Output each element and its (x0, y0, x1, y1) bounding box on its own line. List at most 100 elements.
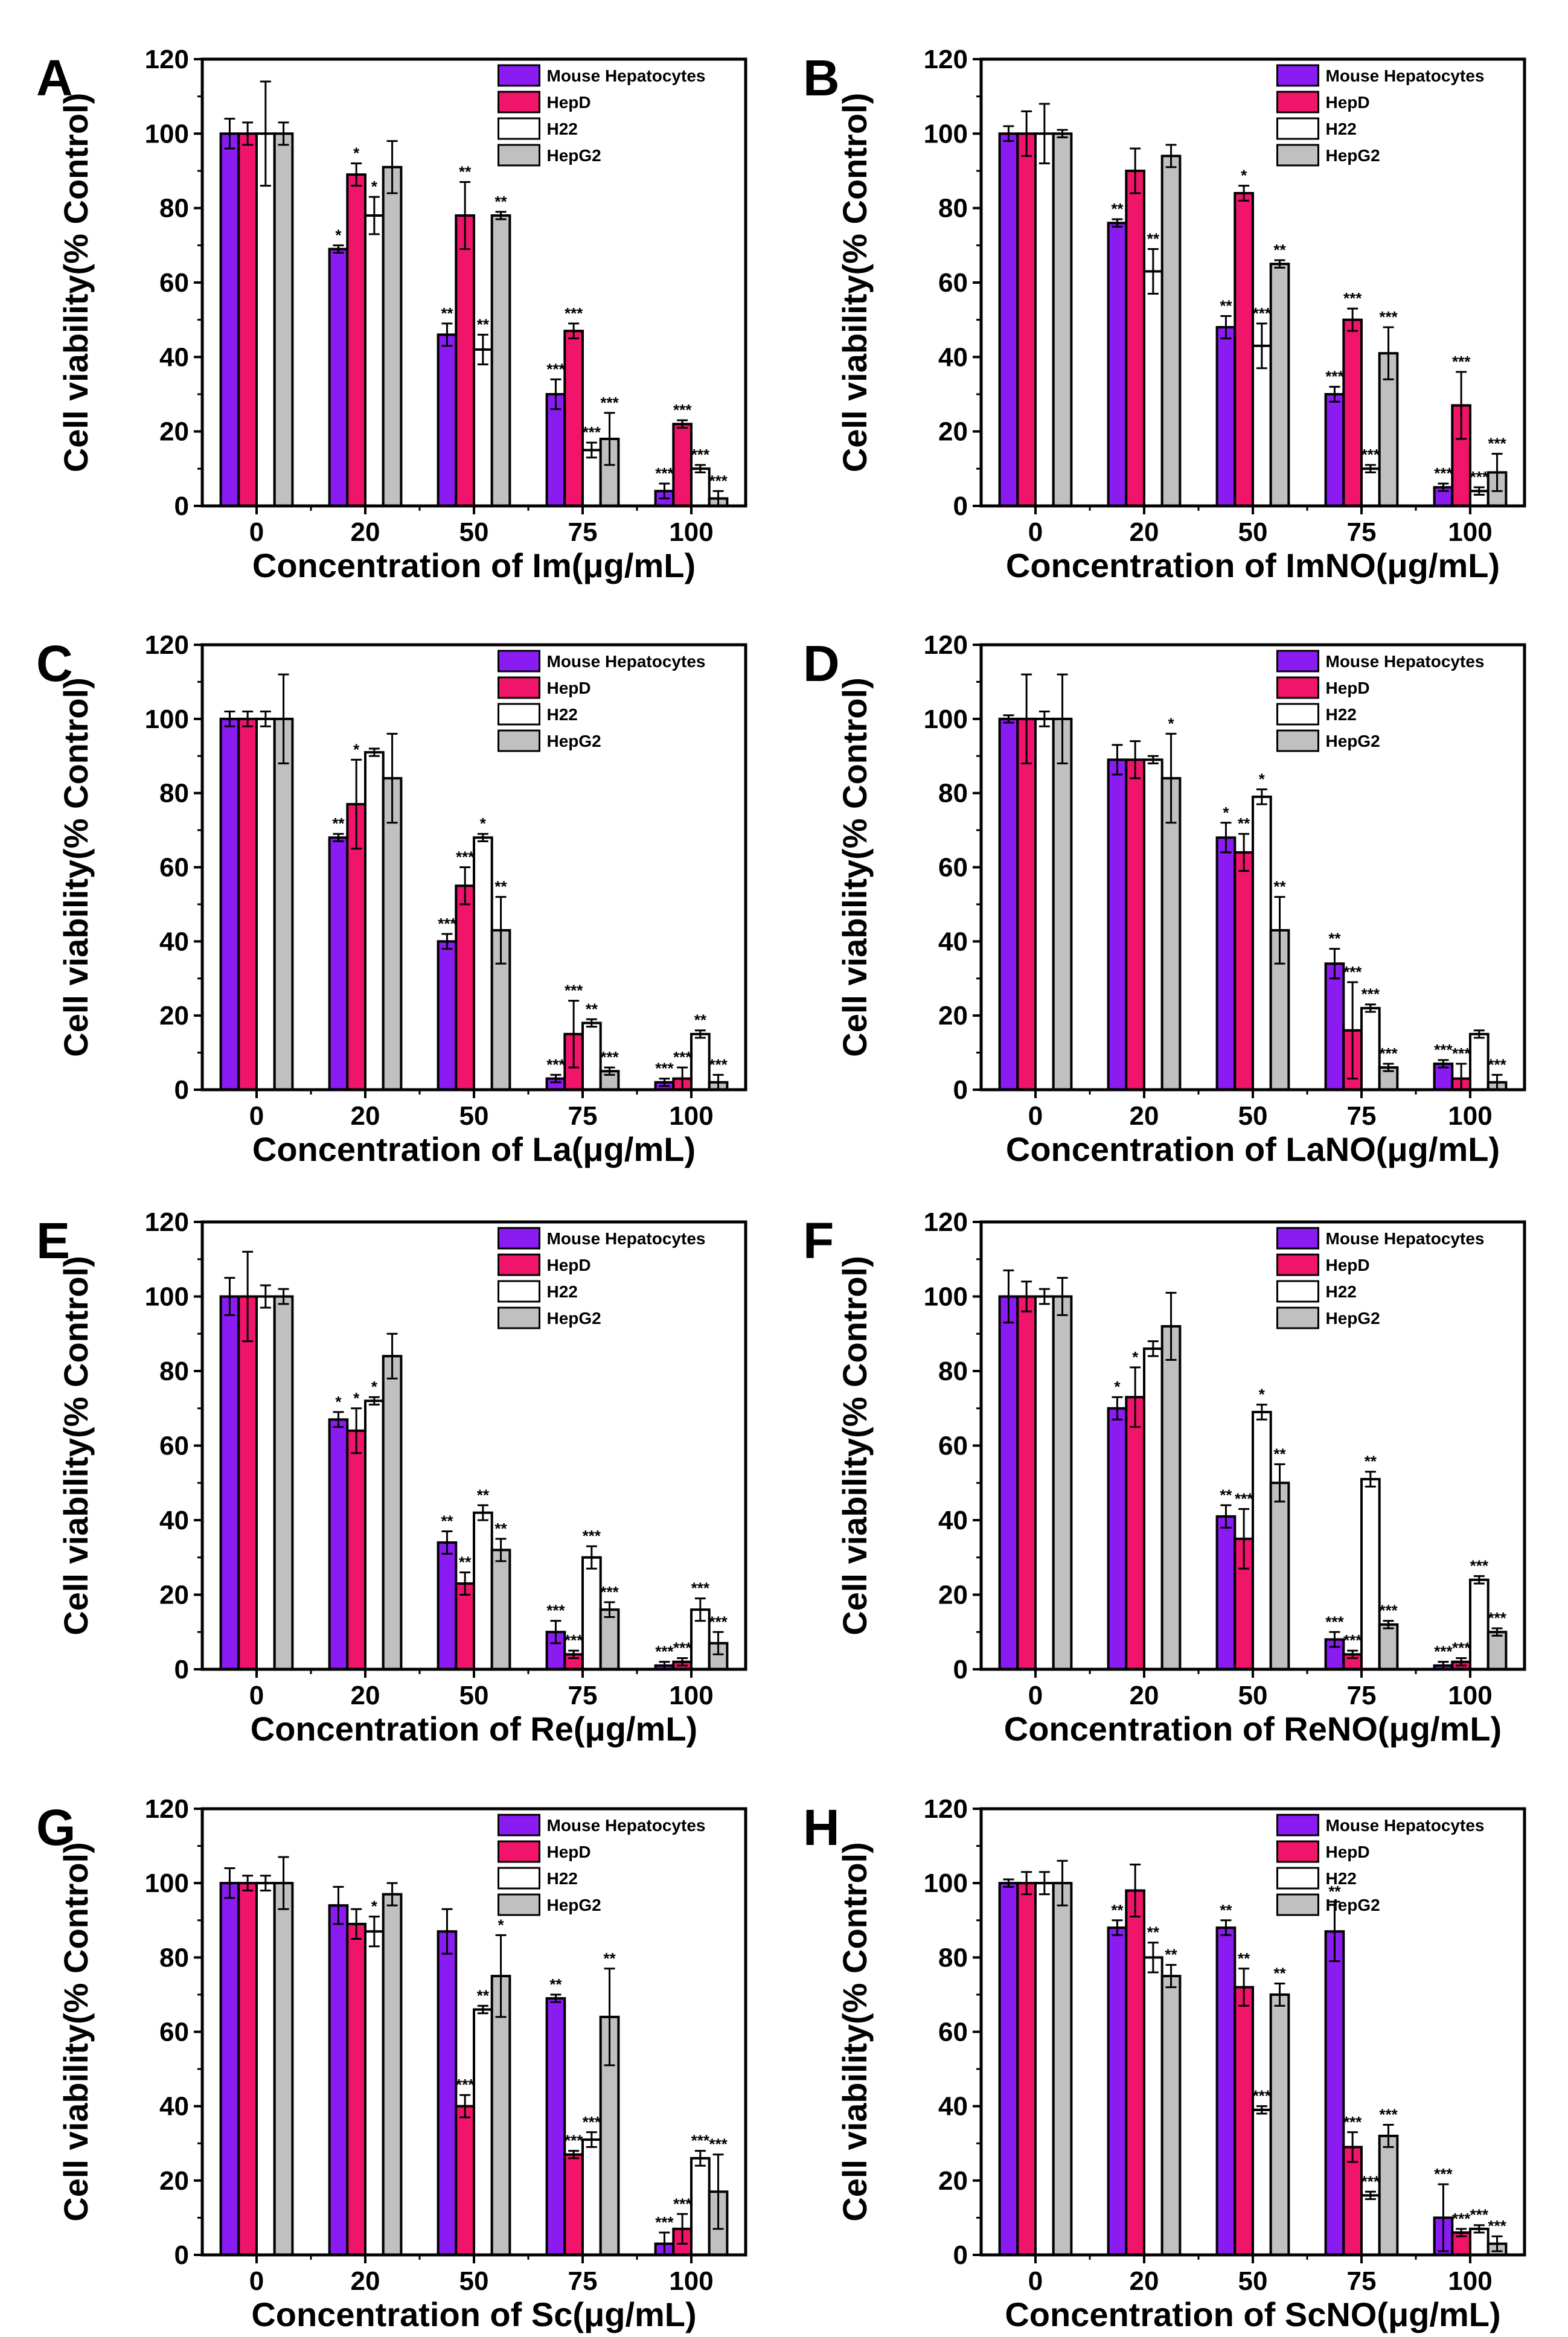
y-axis-title: Cell viability(% Control) (57, 1842, 95, 2222)
significance-label: *** (1343, 289, 1362, 307)
y-tick-label: 40 (159, 342, 189, 372)
series-hepd: ******** (1016, 673, 1472, 1092)
legend-swatch (1276, 91, 1319, 113)
significance-label: *** (1434, 464, 1453, 482)
x-tick-label: 20 (351, 1681, 380, 1710)
significance-label: *** (1488, 435, 1506, 453)
significance-label: *** (600, 1048, 619, 1066)
bar (690, 2156, 711, 2256)
significance-label: *** (1488, 1055, 1506, 1073)
significance-label: * (353, 144, 360, 162)
chart-panel-g: G*****************************0204060801… (36, 1794, 747, 2333)
legend-swatch (498, 144, 540, 167)
y-tick-label: 0 (953, 2240, 968, 2270)
legend-label: HepD (1326, 93, 1370, 112)
legend-swatch (1276, 676, 1319, 699)
significance-label: ** (459, 1553, 472, 1571)
significance-label: ** (459, 163, 472, 181)
bar (237, 132, 258, 508)
bar (1252, 2108, 1272, 2256)
bar (437, 1930, 458, 2257)
chart-panel-f: F**************** ************** ***020406… (803, 1207, 1526, 1748)
bar (1215, 1515, 1237, 1670)
y-tick-label: 80 (159, 194, 189, 223)
significance-label: *** (673, 401, 692, 419)
series-hepg2: ******** (1052, 1277, 1508, 1670)
y-tick-label: 60 (938, 268, 968, 298)
significance-label: *** (1488, 1609, 1506, 1627)
legend-label: H22 (1326, 1282, 1357, 1301)
legend-label: Mouse Hepatocytes (547, 652, 706, 671)
bar (1215, 326, 1237, 507)
significance-label: *** (565, 2132, 583, 2150)
series-hepd: ********* (237, 1875, 693, 2257)
y-tick-label: 40 (938, 927, 968, 956)
bar (1324, 393, 1345, 507)
significance-label: * (1259, 770, 1266, 788)
bar (490, 1549, 511, 1670)
bar (237, 717, 258, 1092)
y-tick-label: 100 (924, 119, 968, 149)
bar (1360, 467, 1381, 507)
legend-swatch (1276, 1227, 1319, 1250)
significance-label: ** (441, 304, 453, 322)
legend-label: HepG2 (1326, 732, 1380, 750)
significance-label: *** (565, 1631, 583, 1649)
x-tick-label: 50 (1238, 2266, 1268, 2296)
x-tick-label: 50 (1238, 517, 1268, 547)
bar (690, 467, 711, 507)
significance-label: ** (1273, 878, 1286, 896)
y-tick-label: 120 (145, 1794, 189, 1824)
y-tick-label: 20 (159, 1001, 189, 1031)
x-axis-title: Concentration of Re(μg/mL) (251, 1710, 697, 1748)
legend-swatch (498, 1253, 540, 1276)
legend-label: H22 (547, 1282, 578, 1301)
bar (1143, 270, 1163, 507)
bar (328, 836, 349, 1092)
significance-label: *** (1343, 1631, 1362, 1649)
x-tick-label: 100 (669, 1101, 713, 1131)
significance-label: *** (600, 394, 619, 412)
x-tick-label: 100 (669, 2266, 713, 2296)
bar (346, 1429, 366, 1671)
legend-label: H22 (547, 705, 578, 724)
bar (219, 717, 240, 1092)
legend-swatch (498, 91, 540, 113)
bar (581, 1021, 602, 1091)
legend: Mouse Hepatocytes HepD H22 HepG2 (498, 1227, 705, 1329)
bar (328, 1418, 349, 1670)
series-mouse-hepatocytes: ********* (998, 1269, 1454, 1671)
legend-label: HepG2 (547, 732, 601, 750)
bar (219, 1295, 240, 1670)
significance-label: *** (1235, 1489, 1253, 1507)
bar (563, 330, 584, 508)
bar (690, 1032, 711, 1091)
significance-label: *** (583, 2113, 601, 2131)
significance-label: * (498, 1916, 504, 1934)
legend-swatch (498, 1227, 540, 1250)
y-tick-label: 0 (953, 491, 968, 521)
significance-label: *** (709, 2135, 728, 2153)
y-tick-label: 60 (159, 268, 189, 298)
bar (1160, 155, 1182, 508)
x-tick-label: 20 (351, 1101, 380, 1131)
x-tick-label: 50 (459, 517, 489, 547)
bar (563, 2153, 584, 2257)
significance-label: *** (1452, 1044, 1471, 1063)
significance-label: ** (1147, 230, 1160, 248)
legend-label: HepG2 (547, 1309, 601, 1328)
x-axis-title: Concentration of ImNO(μg/mL) (1006, 546, 1500, 584)
significance-label: * (480, 814, 487, 833)
y-tick-label: 0 (953, 1655, 968, 1684)
x-axis-title: Concentration of ReNO(μg/mL) (1004, 1710, 1502, 1748)
bar (1360, 2194, 1381, 2256)
bar (1052, 1882, 1073, 2257)
x-tick-label: 100 (669, 517, 713, 547)
legend: Mouse Hepatocytes HepD H22 HepG2 (498, 650, 706, 752)
significance-label: ** (1220, 1486, 1232, 1504)
significance-label: * (371, 177, 378, 196)
x-tick-label: 75 (568, 517, 598, 547)
bar (1486, 1631, 1508, 1670)
significance-label: ** (1111, 200, 1124, 218)
